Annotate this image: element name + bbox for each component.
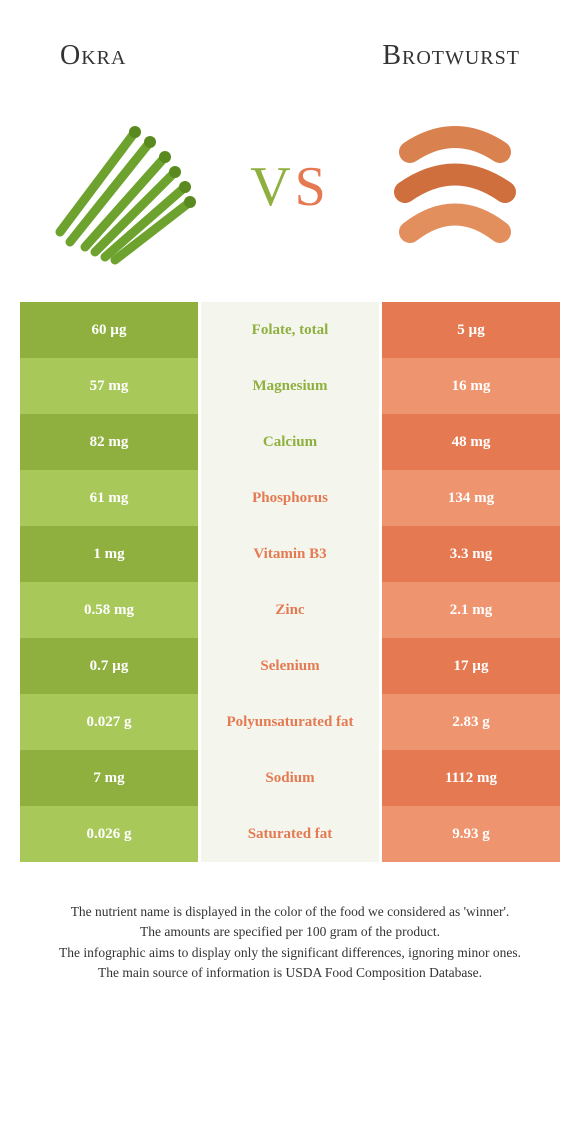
header: Okra Brotwurst: [0, 0, 580, 92]
cell-right: 2.1 mg: [379, 582, 560, 638]
vs-row: VS: [0, 92, 580, 302]
table-row: 57 mgMagnesium16 mg: [20, 358, 560, 414]
sausage-3: [410, 215, 500, 233]
cell-left: 57 mg: [20, 358, 201, 414]
cell-right: 2.83 g: [379, 694, 560, 750]
cell-label: Vitamin B3: [201, 526, 379, 582]
cell-left: 0.026 g: [20, 806, 201, 862]
title-right: Brotwurst: [382, 40, 520, 72]
comparison-table: 60 µgFolate, total5 µg57 mgMagnesium16 m…: [0, 302, 580, 862]
vs-s: S: [295, 156, 330, 218]
sausage-1: [410, 137, 500, 152]
cell-label: Selenium: [201, 638, 379, 694]
table-row: 0.026 gSaturated fat9.93 g: [20, 806, 560, 862]
cell-left: 1 mg: [20, 526, 201, 582]
cell-left: 0.58 mg: [20, 582, 201, 638]
cell-right: 48 mg: [379, 414, 560, 470]
table-row: 0.027 gPolyunsaturated fat2.83 g: [20, 694, 560, 750]
cell-left: 0.7 µg: [20, 638, 201, 694]
footer-line-2: The amounts are specified per 100 gram o…: [30, 922, 550, 942]
cell-label: Saturated fat: [201, 806, 379, 862]
cell-left: 7 mg: [20, 750, 201, 806]
cell-label: Folate, total: [201, 302, 379, 358]
cell-left: 60 µg: [20, 302, 201, 358]
cell-label: Calcium: [201, 414, 379, 470]
table-row: 0.7 µgSelenium17 µg: [20, 638, 560, 694]
cell-left: 61 mg: [20, 470, 201, 526]
table-row: 60 µgFolate, total5 µg: [20, 302, 560, 358]
cell-right: 16 mg: [379, 358, 560, 414]
cell-right: 17 µg: [379, 638, 560, 694]
vs-v: V: [250, 156, 294, 218]
cell-left: 82 mg: [20, 414, 201, 470]
cell-label: Polyunsaturated fat: [201, 694, 379, 750]
cell-right: 134 mg: [379, 470, 560, 526]
title-left: Okra: [60, 40, 126, 72]
table-row: 61 mgPhosphorus134 mg: [20, 470, 560, 526]
cell-label: Magnesium: [201, 358, 379, 414]
table-row: 0.58 mgZinc2.1 mg: [20, 582, 560, 638]
cell-left: 0.027 g: [20, 694, 201, 750]
cell-right: 1112 mg: [379, 750, 560, 806]
table-row: 82 mgCalcium48 mg: [20, 414, 560, 470]
okra-image: [40, 102, 210, 272]
sausage-2: [405, 175, 505, 193]
cell-right: 5 µg: [379, 302, 560, 358]
footer-notes: The nutrient name is displayed in the co…: [0, 862, 580, 1003]
vs-label: VS: [250, 155, 330, 219]
brotwurst-image: [370, 102, 540, 272]
cell-right: 3.3 mg: [379, 526, 560, 582]
table-row: 7 mgSodium1112 mg: [20, 750, 560, 806]
cell-right: 9.93 g: [379, 806, 560, 862]
table-row: 1 mgVitamin B33.3 mg: [20, 526, 560, 582]
footer-line-3: The infographic aims to display only the…: [30, 943, 550, 963]
cell-label: Phosphorus: [201, 470, 379, 526]
cell-label: Zinc: [201, 582, 379, 638]
footer-line-4: The main source of information is USDA F…: [30, 963, 550, 983]
footer-line-1: The nutrient name is displayed in the co…: [30, 902, 550, 922]
cell-label: Sodium: [201, 750, 379, 806]
